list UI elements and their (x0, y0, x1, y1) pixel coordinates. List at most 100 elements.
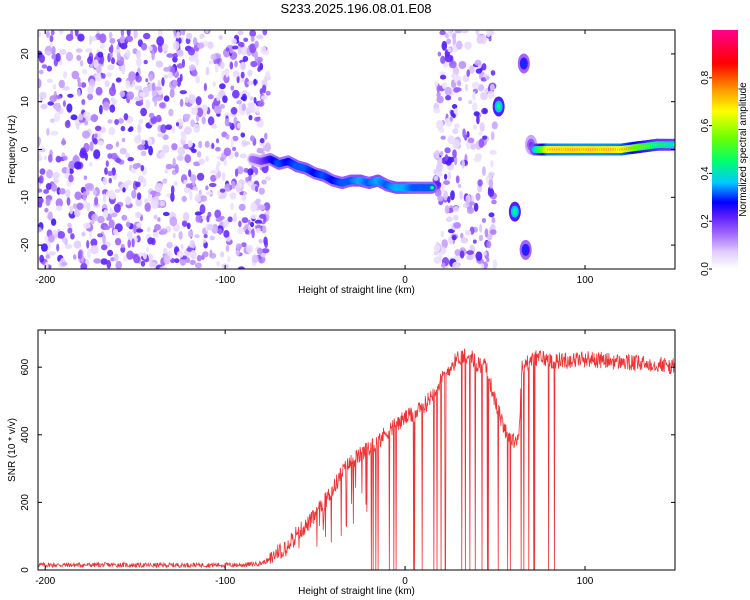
noise-speckle (490, 70, 496, 76)
noise-speckle (95, 125, 102, 131)
noise-speckle (102, 193, 107, 203)
noise-speckle (137, 144, 146, 151)
noise-speckle (105, 190, 111, 198)
noise-speckle (181, 220, 188, 228)
noise-speckle (50, 30, 55, 36)
noise-speckle (156, 36, 165, 47)
noise-speckle (74, 161, 82, 170)
noise-speckle (134, 135, 142, 144)
noise-speckle (77, 250, 83, 260)
noise-speckle (159, 102, 166, 109)
noise-speckle (236, 166, 244, 175)
noise-speckle (444, 86, 452, 96)
noise-speckle (256, 147, 264, 154)
noise-speckle (82, 191, 87, 201)
noise-speckle (67, 93, 74, 98)
noise-speckle (67, 222, 72, 228)
noise-speckle (55, 155, 62, 163)
noise-speckle (460, 237, 469, 244)
noise-speckle (143, 59, 148, 65)
noise-speckle (67, 227, 73, 234)
noise-speckle (38, 155, 43, 161)
noise-speckle (200, 195, 207, 202)
noise-speckle (474, 153, 482, 160)
noise-speckle (38, 182, 41, 188)
noise-speckle (105, 160, 109, 168)
noise-speckle (64, 244, 73, 249)
noise-speckle (72, 203, 78, 210)
noise-speckle (38, 188, 43, 193)
noise-speckle (263, 202, 271, 211)
noise-speckle (230, 85, 235, 91)
noise-speckle (144, 198, 149, 204)
noise-speckle (75, 48, 83, 53)
noise-speckle (46, 65, 52, 72)
noise-speckle (126, 30, 131, 37)
noise-speckle (453, 222, 462, 229)
noise-speckle (205, 66, 210, 76)
noise-speckle (183, 113, 191, 119)
noise-speckle (255, 106, 260, 114)
noise-speckle (49, 35, 54, 43)
noise-speckle (447, 30, 454, 37)
y-tick-label: 10 (20, 96, 31, 108)
x-tick-label: -200 (35, 576, 55, 587)
noise-speckle (227, 255, 231, 263)
noise-speckle (195, 215, 202, 223)
noise-speckle (65, 51, 74, 62)
noise-speckle (149, 190, 158, 195)
noise-speckle (234, 60, 238, 68)
noise-speckle (253, 97, 257, 104)
noise-speckle (156, 152, 161, 159)
noise-speckle (204, 140, 210, 148)
noise-speckle (109, 104, 116, 113)
noise-speckle (41, 64, 48, 69)
noise-speckle (238, 41, 245, 48)
noise-speckle (133, 224, 137, 234)
noise-speckle (162, 211, 170, 217)
noise-speckle (139, 91, 145, 97)
noise-speckle (447, 47, 452, 53)
noise-speckle (73, 240, 82, 249)
noise-speckle (138, 119, 144, 124)
noise-speckle (87, 248, 91, 259)
noise-speckle (46, 128, 50, 136)
noise-speckle (49, 95, 58, 103)
noise-speckle (176, 31, 180, 39)
noise-speckle (480, 91, 488, 101)
noise-speckle (465, 197, 470, 206)
noise-speckle (77, 33, 85, 42)
noise-speckle (238, 182, 243, 188)
noise-speckle (265, 70, 271, 79)
noise-speckle (61, 137, 66, 146)
noise-speckle (173, 181, 178, 187)
noise-speckle (191, 69, 198, 77)
noise-speckle (92, 189, 97, 196)
y-tick-label: 0 (20, 567, 31, 573)
noise-speckle (452, 149, 457, 159)
noise-speckle (107, 249, 114, 257)
noise-speckle (444, 154, 449, 162)
noise-speckle (454, 30, 460, 34)
noise-speckle (219, 83, 226, 90)
noise-speckle (140, 107, 148, 117)
noise-speckle (188, 93, 193, 99)
noise-speckle (265, 210, 270, 215)
noise-speckle (250, 35, 255, 42)
noise-speckle (65, 33, 74, 42)
x-tick-label: 100 (577, 275, 594, 286)
noise-speckle (132, 163, 139, 170)
noise-speckle (163, 74, 169, 79)
noise-speckle (38, 175, 44, 184)
noise-speckle (251, 254, 259, 264)
noise-speckle (478, 131, 483, 136)
noise-speckle (107, 64, 115, 71)
noise-speckle (468, 65, 475, 74)
noise-speckle (238, 203, 246, 211)
noise-speckle (441, 239, 448, 249)
noise-speckle (76, 202, 84, 210)
noise-speckle (434, 189, 442, 197)
noise-speckle (207, 116, 215, 126)
noise-speckle (170, 192, 175, 202)
noise-speckle (97, 215, 105, 224)
